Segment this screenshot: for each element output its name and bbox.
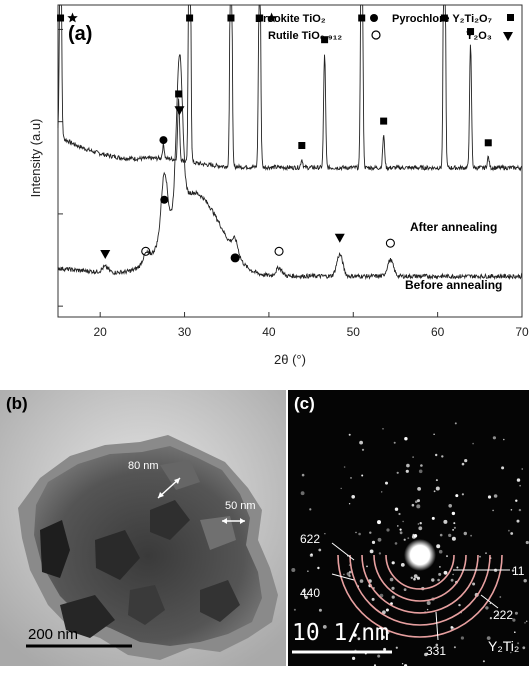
tem-panel: (b) 80 nm 50 nm 200 nm bbox=[0, 390, 286, 666]
legend-brookite: Brookite TiO₂ bbox=[255, 13, 326, 25]
size-annotation-50nm: 50 nm bbox=[225, 500, 256, 512]
xrd-chart: 20 30 40 50 60 70 (a) Brookite TiO₂ Rutile Ti… bbox=[28, 4, 529, 367]
tem-image bbox=[0, 390, 286, 666]
marker-y2o3 bbox=[334, 233, 345, 243]
ring-label-440: 440 bbox=[300, 586, 321, 600]
marker-pyrochlore bbox=[186, 14, 194, 22]
panel-label-c: (c) bbox=[294, 394, 315, 413]
legend-y2o3-marker bbox=[503, 32, 513, 41]
marker-star bbox=[266, 12, 277, 23]
ring-label-331: 331 bbox=[426, 644, 447, 658]
marker-pyrochlore bbox=[380, 117, 388, 125]
ring-label-222: 222 bbox=[493, 608, 514, 622]
legend-y2o3: Y₂O₃ bbox=[466, 30, 492, 42]
marker-brookite bbox=[159, 136, 168, 145]
panel-label-b: (b) bbox=[6, 394, 28, 413]
legend-pyrochlore: Pyrochlore Y₂Ti₂O₇ bbox=[392, 13, 492, 25]
y-axis-label: Intensity (a.u) bbox=[28, 119, 43, 198]
ring-label-11: 11 bbox=[512, 564, 525, 578]
marker-pyrochlore bbox=[321, 36, 329, 44]
marker-pyrochlore bbox=[57, 14, 65, 22]
tem-scale-bar-label: 200 nm bbox=[28, 626, 79, 643]
legend-brookite-marker bbox=[370, 14, 378, 22]
x-axis-label: 2θ (°) bbox=[274, 352, 306, 367]
legend-rutile-marker bbox=[371, 30, 381, 40]
peak-markers bbox=[57, 12, 492, 263]
x-tick-label: 50 bbox=[347, 325, 361, 339]
marker-rutile bbox=[141, 246, 151, 256]
marker-pyrochlore bbox=[484, 139, 492, 147]
marker-pyrochlore bbox=[227, 14, 235, 22]
plot-frame bbox=[57, 4, 523, 318]
x-tick-label: 20 bbox=[94, 325, 108, 339]
marker-pyrochlore bbox=[440, 14, 448, 22]
x-tick-label: 60 bbox=[431, 325, 445, 339]
legend-pyrochlore-marker bbox=[507, 14, 514, 21]
legend: Brookite TiO₂ Rutile TiO₀.₉₁₂ Pyrochlore… bbox=[255, 13, 514, 42]
size-annotation-80nm: 80 nm bbox=[128, 460, 159, 472]
x-tick-label: 30 bbox=[178, 325, 192, 339]
marker-y2o3 bbox=[174, 106, 185, 116]
marker-pyrochlore bbox=[358, 14, 366, 22]
phase-label: Y₂Ti₂ bbox=[488, 638, 520, 654]
ring-label-622: 622 bbox=[300, 532, 321, 546]
series-line bbox=[57, 4, 523, 172]
spectra bbox=[57, 4, 523, 281]
marker-pyrochlore bbox=[175, 90, 183, 98]
marker-rutile bbox=[230, 253, 240, 263]
saed-panel: (c) 622 440 331 222 11 10 1/nm Y₂Ti₂ bbox=[288, 390, 529, 666]
series-label-before: Before annealing bbox=[405, 278, 502, 292]
legend-rutile: Rutile TiO₀.₉₁₂ bbox=[268, 30, 342, 42]
series-line bbox=[57, 54, 523, 281]
x-ticks: 20 30 40 50 60 70 bbox=[94, 312, 529, 339]
marker-pyrochlore bbox=[467, 28, 475, 36]
marker-y2o3 bbox=[100, 250, 111, 260]
saed-scale-bar-label: 10 1/nm bbox=[292, 620, 389, 646]
x-tick-label: 70 bbox=[515, 325, 529, 339]
marker-pyrochlore bbox=[298, 142, 306, 150]
marker-star bbox=[67, 12, 78, 23]
series-label-after: After annealing bbox=[410, 220, 497, 234]
marker-brookite bbox=[231, 253, 240, 262]
marker-brookite bbox=[160, 195, 169, 204]
x-tick-label: 40 bbox=[262, 325, 276, 339]
saed-pattern bbox=[288, 390, 529, 666]
panel-label-a: (a) bbox=[68, 23, 92, 45]
marker-rutile bbox=[385, 238, 395, 248]
marker-pyrochlore bbox=[256, 14, 264, 22]
marker-rutile bbox=[274, 246, 284, 256]
